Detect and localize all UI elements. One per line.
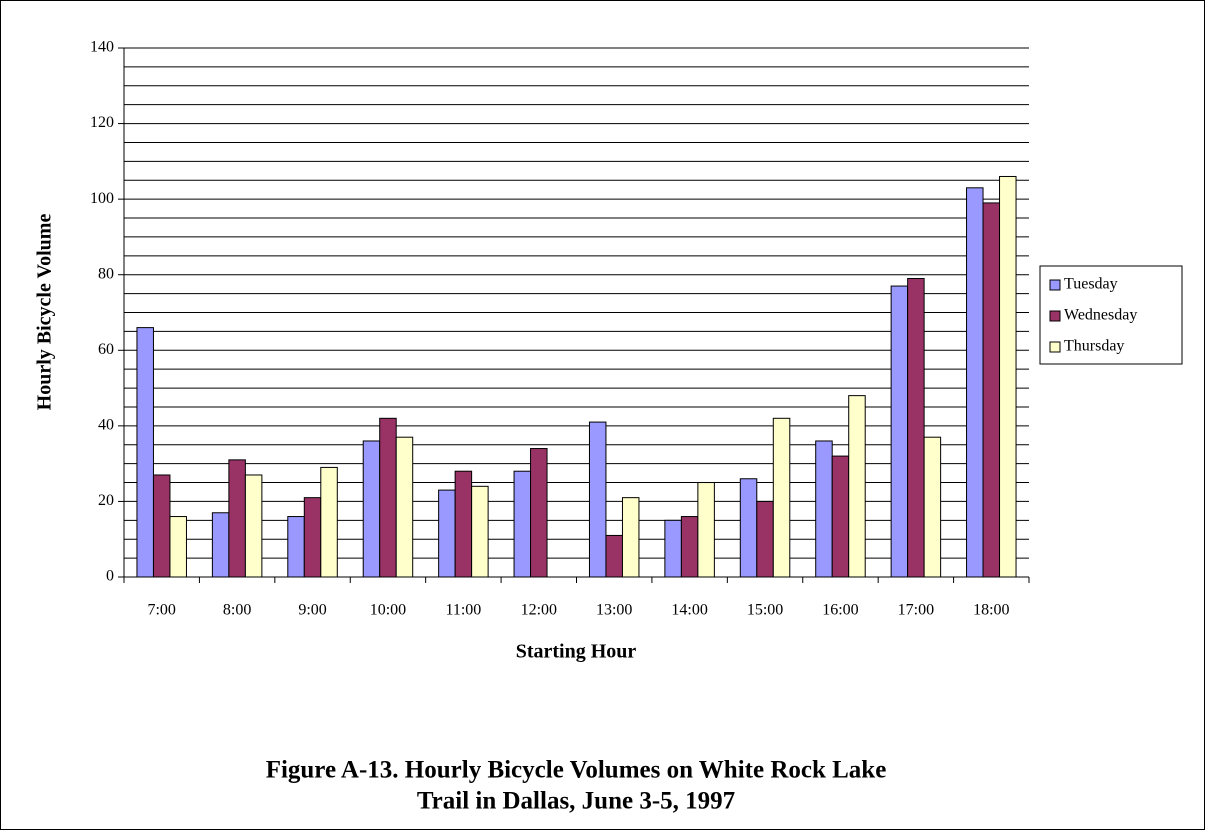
legend-box [1039,265,1183,365]
bar [362,440,381,578]
legend-label: Thursday [1064,338,1124,355]
legend-swatch [1049,310,1061,322]
bar [530,448,548,578]
bar [287,516,305,578]
y-tick-label: 60 [98,341,114,358]
bar [244,474,263,578]
caption: Trail in Dallas, June 3-5, 1997 [417,788,735,815]
bar [923,436,942,578]
bar [379,417,397,578]
caption: Figure A-13. Hourly Bicycle Volumes on W… [266,757,887,784]
bar [907,277,925,578]
bar [664,519,682,578]
bar [999,175,1017,578]
bar [680,516,699,578]
bar [605,534,623,578]
bar [756,500,774,578]
x-tick-label: 10:00 [370,602,406,619]
bar [739,478,758,578]
x-tick-label: 18:00 [973,602,1009,619]
y-axis-title: Hourly Bicycle Volume [34,214,56,411]
bar [848,395,866,578]
bar [211,512,230,578]
y-tick-label: 100 [90,190,114,207]
x-tick-label: 9:00 [298,602,326,619]
bar [966,187,984,578]
bar [471,485,489,578]
x-tick-label: 16:00 [822,602,858,619]
bar [228,459,246,578]
bar [513,470,532,578]
bar [890,285,909,578]
x-tick-label: 7:00 [147,602,175,619]
legend-swatch [1049,341,1061,353]
x-tick-label: 12:00 [521,602,557,619]
legend-label: Tuesday [1064,276,1118,293]
y-tick-label: 20 [98,492,114,509]
bar [588,421,607,578]
y-tick-label: 140 [90,39,114,56]
x-tick-label: 13:00 [596,602,632,619]
bar [982,202,1001,578]
y-tick-label: 0 [106,568,114,585]
bar [395,436,414,578]
bar [438,489,456,578]
legend-label: Wednesday [1064,307,1137,324]
bar [621,497,640,578]
bar [320,466,338,578]
bar [815,440,833,578]
y-tick-label: 40 [98,417,114,434]
bar [136,327,154,578]
bar [831,455,850,578]
x-tick-label: 11:00 [445,602,481,619]
legend-swatch [1049,279,1061,291]
bar [697,482,715,578]
bar [152,474,171,578]
y-tick-label: 120 [90,114,114,131]
x-tick-label: 17:00 [898,602,934,619]
bar [303,497,322,578]
bar [454,470,473,578]
bar [772,417,791,578]
x-tick-label: 8:00 [223,602,251,619]
x-tick-label: 15:00 [747,602,783,619]
bar [169,516,187,578]
x-axis-title: Starting Hour [516,641,637,663]
x-tick-label: 14:00 [671,602,707,619]
y-tick-label: 80 [98,265,114,282]
